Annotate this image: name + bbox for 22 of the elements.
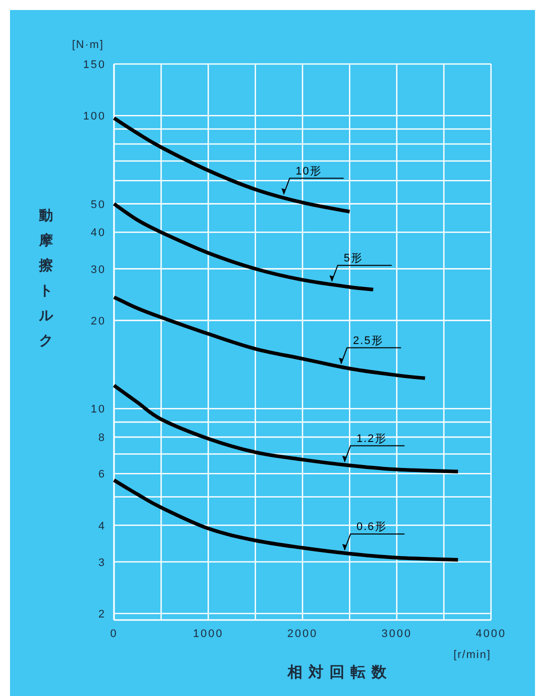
x-tick-label: 4000 xyxy=(476,628,506,640)
y-tick-label: 50 xyxy=(90,198,106,211)
x-tick-label: 0 xyxy=(110,628,118,640)
y-tick-label: 20 xyxy=(90,315,106,328)
x-tick-label: 1000 xyxy=(193,628,224,640)
y-axis-title: 動摩擦トルク xyxy=(38,207,54,348)
y-tick-label: 4 xyxy=(98,520,106,532)
x-tick-label: 3000 xyxy=(382,628,412,640)
y-tick-label: 3 xyxy=(98,556,106,569)
y-tick-label: 6 xyxy=(98,468,106,481)
text: 2.5形 xyxy=(353,334,384,347)
y-tick-label: 150 xyxy=(83,59,106,71)
x-axis-title: 相対回転数 xyxy=(286,663,392,681)
x-tick-label: 2000 xyxy=(287,628,318,640)
y-tick-label: 8 xyxy=(98,432,106,444)
y-tick-label: 100 xyxy=(83,110,106,123)
text: [N·m] xyxy=(72,39,104,51)
y-tick-label: 40 xyxy=(90,227,106,240)
y-tick-label: 30 xyxy=(90,264,106,276)
text: [r/min] xyxy=(453,649,491,661)
y-tick-label: 10 xyxy=(90,404,106,416)
y-tick-label: 2 xyxy=(98,608,106,620)
